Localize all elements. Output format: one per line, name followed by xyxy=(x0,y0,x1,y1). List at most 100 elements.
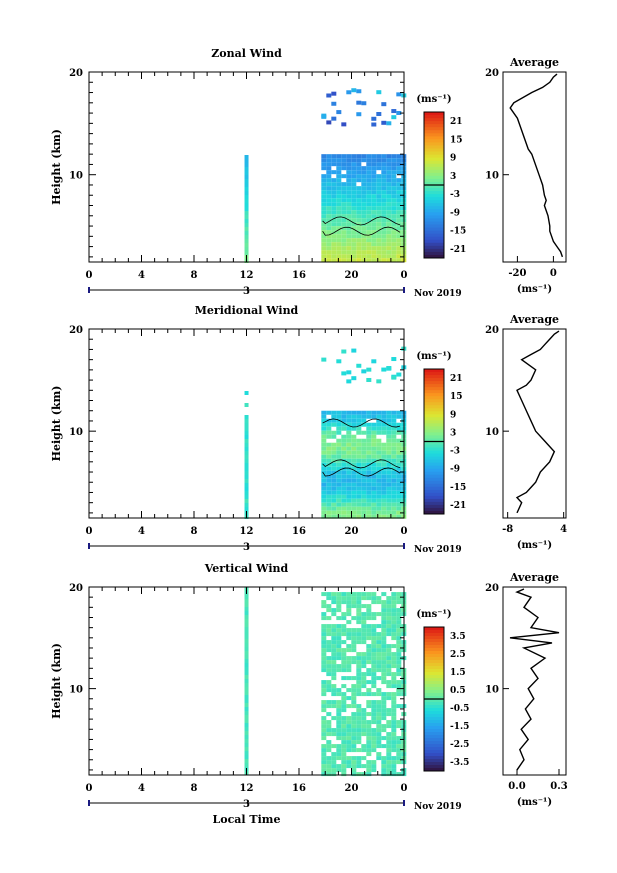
heatmap-cell xyxy=(361,230,367,235)
heatmap-cell xyxy=(366,434,372,439)
heatmap-cell xyxy=(356,684,362,689)
heatmap-cell xyxy=(371,462,377,467)
heatmap-cell xyxy=(331,752,337,757)
heatmap-cell xyxy=(396,414,402,419)
heatmap-cell xyxy=(356,668,362,673)
y-axis-label: Height (km) xyxy=(50,643,63,719)
heatmap-cell xyxy=(331,210,337,215)
heatmap-cell xyxy=(376,426,382,431)
heatmap-cell xyxy=(396,514,402,519)
heatmap-cell xyxy=(336,158,342,163)
heatmap-cell xyxy=(391,740,397,745)
colorbar-cell xyxy=(424,420,444,424)
heatmap-cell xyxy=(341,434,347,439)
heatmap-cell xyxy=(391,680,397,685)
heatmap-cell xyxy=(366,170,372,175)
heatmap-cell xyxy=(386,462,392,467)
heatmap-cell xyxy=(371,116,377,121)
heatmap-cell xyxy=(336,668,342,673)
heatmap-cell xyxy=(371,178,377,183)
heatmap-cell xyxy=(396,246,402,251)
average-y-tick-label: 10 xyxy=(485,685,499,696)
heatmap-cell xyxy=(321,636,327,641)
average-title: Average xyxy=(509,56,559,69)
heatmap-cell xyxy=(371,732,377,737)
colorbar-cell xyxy=(424,136,444,140)
heatmap-cell xyxy=(331,434,337,439)
heatmap-cell xyxy=(376,242,382,247)
heatmap-cell xyxy=(336,446,342,451)
heatmap-cell xyxy=(356,202,362,207)
heatmap-cell xyxy=(336,162,342,167)
colorbar-cell xyxy=(424,396,444,400)
heatmap-cell xyxy=(346,458,352,463)
colorbar-cell xyxy=(424,636,444,640)
heatmap-cell xyxy=(376,466,382,471)
heatmap-cell xyxy=(321,652,327,657)
heatmap-cell xyxy=(391,446,397,451)
heatmap-cell xyxy=(366,174,372,179)
colorbar-tick-label: 3 xyxy=(450,428,456,438)
heatmap-cell xyxy=(396,226,402,231)
heatmap-cell xyxy=(351,716,357,721)
colorbar-cell xyxy=(424,408,444,412)
heatmap-cell xyxy=(331,116,337,121)
heatmap-cell xyxy=(356,112,362,117)
heatmap-cell xyxy=(381,644,387,649)
heatmap-cell xyxy=(331,230,337,235)
heatmap-cell xyxy=(366,628,372,633)
heatmap-cell xyxy=(331,258,337,263)
heatmap-cell xyxy=(376,218,382,223)
heatmap-cell xyxy=(321,450,327,455)
heatmap-cell xyxy=(244,191,249,195)
x-tick-label: 16 xyxy=(292,270,306,281)
heatmap-cell xyxy=(391,178,397,183)
heatmap-cell xyxy=(396,636,402,641)
colorbar-cell xyxy=(424,669,444,673)
heatmap-cell xyxy=(346,410,352,415)
heatmap-cell xyxy=(366,162,372,167)
heatmap-cell xyxy=(376,506,382,511)
heatmap-cell xyxy=(351,210,357,215)
x-tick-label: 0 xyxy=(86,270,93,281)
heatmap-cell xyxy=(386,752,392,757)
heatmap-cell xyxy=(391,174,397,179)
heatmap-cell xyxy=(396,656,402,661)
heatmap-cell xyxy=(321,506,327,511)
x-tick-label: 8 xyxy=(191,783,198,794)
heatmap-cell xyxy=(356,704,362,709)
heatmap-cell xyxy=(371,230,377,235)
heatmap-cell xyxy=(381,174,387,179)
heatmap-cell xyxy=(396,704,402,709)
heatmap-cell xyxy=(386,768,392,773)
heatmap-cell xyxy=(336,640,342,645)
heatmap-cell xyxy=(361,474,367,479)
heatmap-cell xyxy=(336,166,342,171)
heatmap-cell xyxy=(341,422,347,427)
heatmap-cell xyxy=(391,506,397,511)
heatmap-cell xyxy=(331,506,337,511)
heatmap-cell xyxy=(396,92,402,97)
heatmap-cell xyxy=(351,234,357,239)
heatmap-cell xyxy=(244,231,249,235)
heatmap-cell xyxy=(381,230,387,235)
colorbar-tick-label: 3.5 xyxy=(450,632,466,642)
heatmap-cell xyxy=(326,454,332,459)
heatmap-cell xyxy=(371,656,377,661)
heatmap-cell xyxy=(341,226,347,231)
heatmap-cell xyxy=(341,596,347,601)
heatmap-cell xyxy=(381,672,387,677)
heatmap-cell xyxy=(326,688,332,693)
heatmap-cell xyxy=(351,764,357,769)
heatmap-cell xyxy=(321,454,327,459)
heatmap-cell xyxy=(371,652,377,657)
colorbar-tick-label: -21 xyxy=(450,501,466,511)
colorbar-cell xyxy=(424,690,444,694)
heatmap-cell xyxy=(361,676,367,681)
heatmap-cell xyxy=(346,648,352,653)
heatmap-cell xyxy=(321,648,327,653)
heatmap-cell xyxy=(391,170,397,175)
heatmap-cell xyxy=(371,768,377,773)
heatmap-cell xyxy=(244,211,249,215)
heatmap-cell xyxy=(331,700,337,705)
